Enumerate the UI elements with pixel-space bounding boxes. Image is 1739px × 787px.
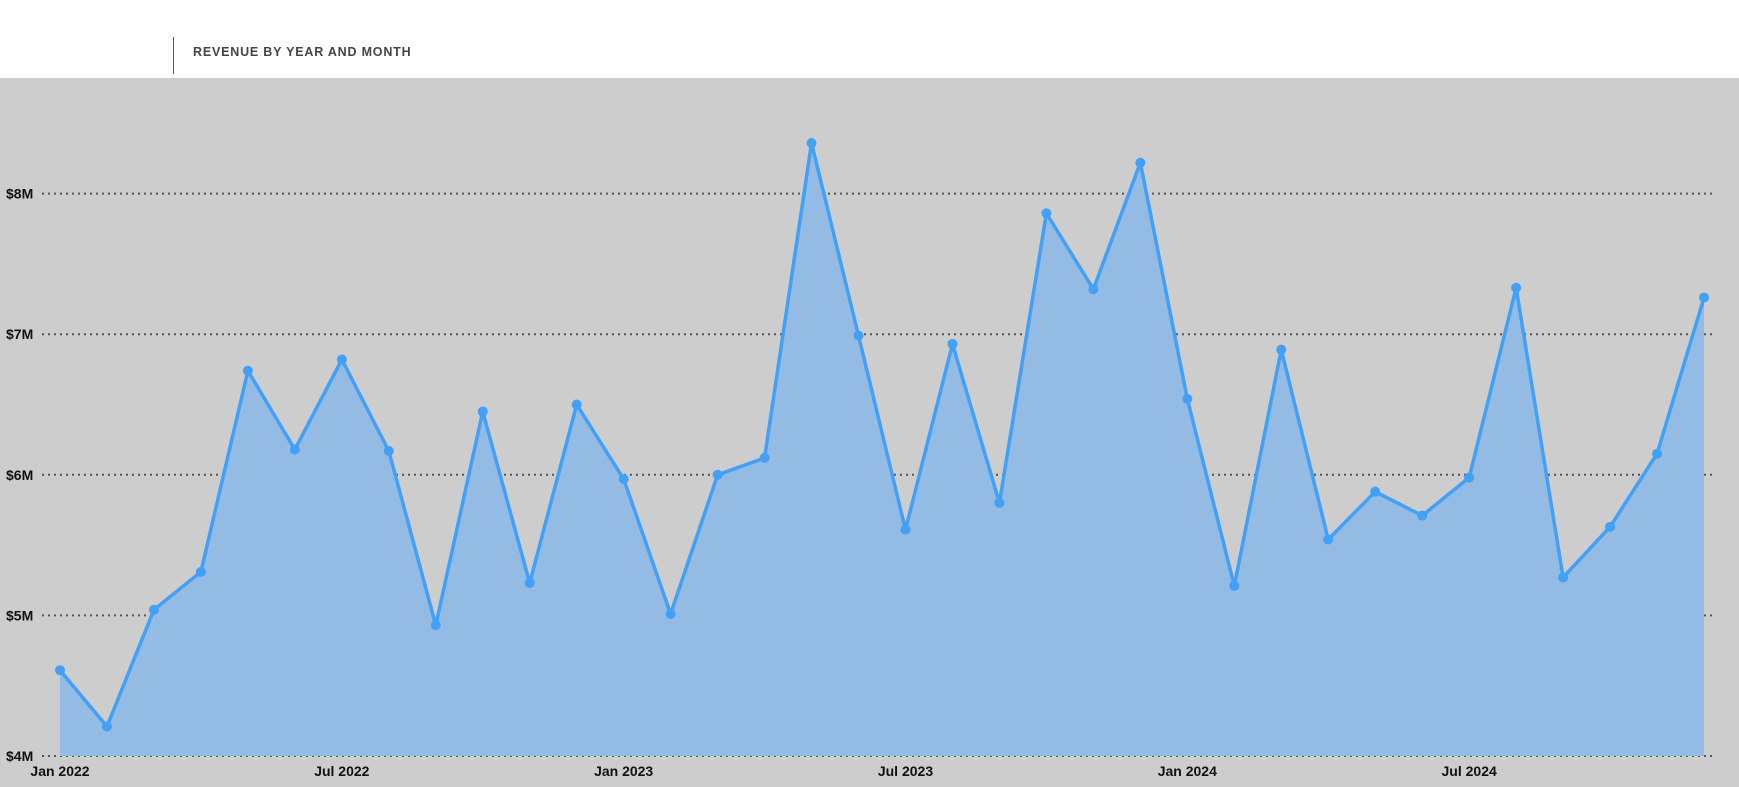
data-point[interactable] — [1323, 534, 1334, 545]
data-point[interactable] — [1558, 572, 1569, 583]
data-point[interactable] — [195, 566, 206, 577]
x-tick-label: Jan 2023 — [594, 763, 653, 779]
data-point[interactable] — [759, 452, 770, 463]
y-tick-label: $4M — [6, 748, 33, 764]
y-tick-label: $6M — [6, 467, 33, 483]
data-point[interactable] — [712, 469, 723, 480]
data-point[interactable] — [665, 608, 676, 619]
data-point[interactable] — [1135, 157, 1146, 168]
x-tick-label: Jul 2024 — [1442, 763, 1497, 779]
header-divider — [173, 37, 174, 74]
data-point[interactable] — [242, 365, 253, 376]
y-axis-labels: $4M $5M $6M $7M $8M — [6, 186, 33, 764]
y-tick-label: $7M — [6, 326, 33, 342]
x-tick-label: Jan 2022 — [30, 763, 89, 779]
data-point[interactable] — [148, 604, 159, 615]
y-tick-label: $8M — [6, 186, 33, 202]
data-point[interactable] — [947, 339, 958, 350]
data-point[interactable] — [806, 137, 817, 148]
data-point[interactable] — [1511, 282, 1522, 293]
data-point[interactable] — [1276, 344, 1287, 355]
x-tick-label: Jul 2023 — [878, 763, 933, 779]
y-tick-label: $5M — [6, 607, 33, 623]
data-point[interactable] — [1417, 510, 1428, 521]
data-point[interactable] — [1464, 472, 1475, 483]
chart-title: REVENUE BY YEAR AND MONTH — [193, 45, 412, 59]
chart-panel: $4M $5M $6M $7M $8M Jan 2022 Jul 2022 Jan 2023… — [0, 78, 1739, 787]
x-axis-labels: Jan 2022 Jul 2022 Jan 2023 Jul 2023 Jan 2024… — [30, 763, 1497, 779]
data-point[interactable] — [1182, 393, 1193, 404]
x-tick-label: Jan 2024 — [1158, 763, 1217, 779]
data-point[interactable] — [1041, 208, 1052, 219]
revenue-line — [58, 141, 1706, 729]
points-layer — [55, 137, 1709, 732]
data-point[interactable] — [1652, 448, 1663, 459]
data-point[interactable] — [1605, 521, 1616, 532]
data-point[interactable] — [524, 578, 535, 589]
x-tick-label: Jul 2022 — [314, 763, 369, 779]
data-point[interactable] — [571, 399, 582, 410]
line-layer — [58, 141, 1706, 729]
area-layer — [60, 142, 1704, 756]
data-point[interactable] — [1370, 486, 1381, 497]
data-point[interactable] — [383, 445, 394, 456]
data-point[interactable] — [430, 620, 441, 631]
data-point[interactable] — [1699, 292, 1709, 303]
revenue-area-chart: $4M $5M $6M $7M $8M Jan 2022 Jul 2022 Jan 2023… — [6, 137, 1712, 779]
data-point[interactable] — [1088, 284, 1099, 295]
data-point[interactable] — [900, 524, 911, 535]
revenue-area — [60, 142, 1704, 756]
data-point[interactable] — [289, 444, 300, 455]
data-point[interactable] — [618, 474, 629, 485]
chart-header: REVENUE BY YEAR AND MONTH — [0, 0, 1739, 78]
data-point[interactable] — [853, 330, 864, 341]
data-point[interactable] — [994, 497, 1005, 508]
data-point[interactable] — [336, 354, 347, 365]
data-point[interactable] — [55, 665, 65, 676]
data-point[interactable] — [1229, 580, 1240, 591]
data-point[interactable] — [101, 721, 112, 732]
data-point[interactable] — [477, 406, 488, 417]
